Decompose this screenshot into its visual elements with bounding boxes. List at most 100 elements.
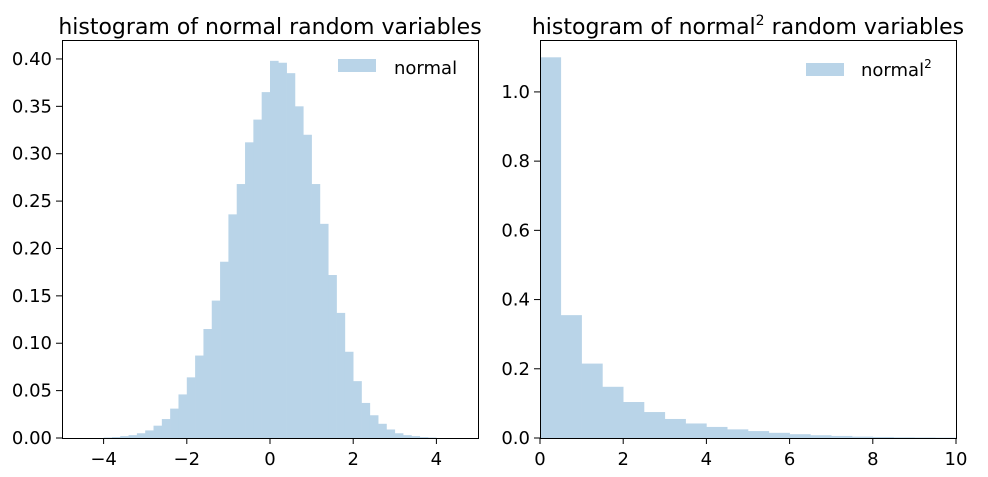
histogram-bar [602,386,624,438]
x-tick-label: 2 [617,449,628,470]
histogram-bar [768,432,790,438]
chart-title: histogram of normal2 random variables [532,13,964,40]
x-axis: −4 −2 0 2 4 [90,438,442,470]
y-tick-label: 0.15 [12,286,52,307]
x-tick-label: 0 [534,449,545,470]
histogram-bar [161,419,171,438]
histogram-bar [220,261,229,438]
histogram-bar [120,436,129,438]
histogram-bar [145,430,154,438]
x-tick-label: 2 [347,449,358,470]
histogram-bar [560,315,582,438]
legend-swatch [338,59,376,72]
histogram-bar [810,435,832,438]
y-tick-label: 1.0 [501,82,530,103]
x-tick-label: 4 [701,449,712,470]
y-tick-label: 0.10 [12,333,52,354]
histogram-bar [419,437,429,438]
histogram-bar [664,418,686,438]
histogram-bar [353,381,362,438]
histogram-bar [153,425,163,438]
histogram-bar [852,436,874,438]
y-tick-label: 0.4 [501,290,530,311]
y-tick-label: 0.30 [12,144,52,165]
histogram-bar [831,435,853,438]
x-tick-label: 0 [264,449,275,470]
histogram-bar [386,429,396,438]
histogram-bar [319,223,329,438]
histogram-bar [361,402,371,438]
histogram-bar [111,437,121,438]
histogram-bar [278,62,287,439]
axes-frame [540,40,957,439]
y-tick-label: 0.20 [12,238,52,259]
y-tick-label: 0.0 [501,428,530,449]
histogram-bar [178,394,188,438]
legend: normal2 [806,57,932,81]
histogram-bar [685,423,707,438]
chart-title-superscript: 2 [756,13,765,29]
histogram-bar [789,434,811,438]
y-axis: 0.00 0.05 0.10 0.15 0.20 0.25 0.30 0.35 0.40 [12,49,62,449]
histogram-bar [128,435,138,438]
y-tick-label: 0.00 [12,428,52,449]
histogram-bar [914,437,936,438]
chart-normal: histogram of normal random variables −4−… [12,15,482,470]
legend: normal [338,58,457,79]
y-tick-label: 0.6 [501,220,530,241]
x-tick-label: 6 [784,449,795,470]
histogram-bar [644,412,666,438]
histogram-bar [261,92,271,439]
histogram-bar [195,355,204,438]
y-tick-label: 0.2 [501,359,530,380]
histogram-bar [294,106,304,438]
histogram-bar [378,423,387,438]
histogram-bar [344,351,354,438]
histogram-bar [170,408,179,438]
legend-label: normal2 [861,57,932,81]
y-axis: 0.0 0.2 0.4 0.6 0.8 1.0 [501,82,540,449]
histogram-bar [394,433,404,438]
x-axis: 0 2 4 6 8 10 [534,438,967,470]
histogram-bar [286,73,296,439]
legend-label-main: normal [861,60,924,81]
legend-label-superscript: 2 [924,57,932,71]
legend-swatch [806,63,844,76]
histogram-bar [328,275,337,438]
histogram-bar [623,402,645,438]
histogram-bar [706,426,728,438]
x-tick-label: −4 [90,449,117,470]
histogram-bar [245,142,254,438]
y-tick-label: 0.35 [12,96,52,117]
y-tick-label: 0.8 [501,151,530,172]
histogram-bar [872,436,894,438]
histogram-bar [411,436,421,438]
histogram-bar [336,312,346,438]
histogram-bar [211,300,221,438]
x-tick-label: 4 [431,449,442,470]
histogram-bar [253,119,262,438]
histogram-bar [136,433,146,438]
y-tick-label: 0.40 [12,49,52,70]
chart-title-main: histogram of normal [532,15,756,40]
y-tick-label: 0.05 [12,381,52,402]
histogram-bar [369,415,379,438]
histogram-bar [270,60,279,438]
x-tick-label: 8 [867,449,878,470]
histogram-bar [540,57,562,439]
histogram-bar [403,435,412,438]
histogram-bar [203,329,213,438]
histogram-bar [186,377,196,438]
histogram-bar [303,134,312,438]
legend-label: normal [394,58,457,79]
y-tick-label: 0.25 [12,191,52,212]
chart-title-rest: random variables [765,15,965,40]
histogram-bar [727,429,749,438]
histogram-bar [311,184,321,438]
histogram-bars [103,60,437,439]
histogram-bar [748,431,770,438]
histogram-bar [893,437,915,438]
x-tick-label: −2 [174,449,201,470]
